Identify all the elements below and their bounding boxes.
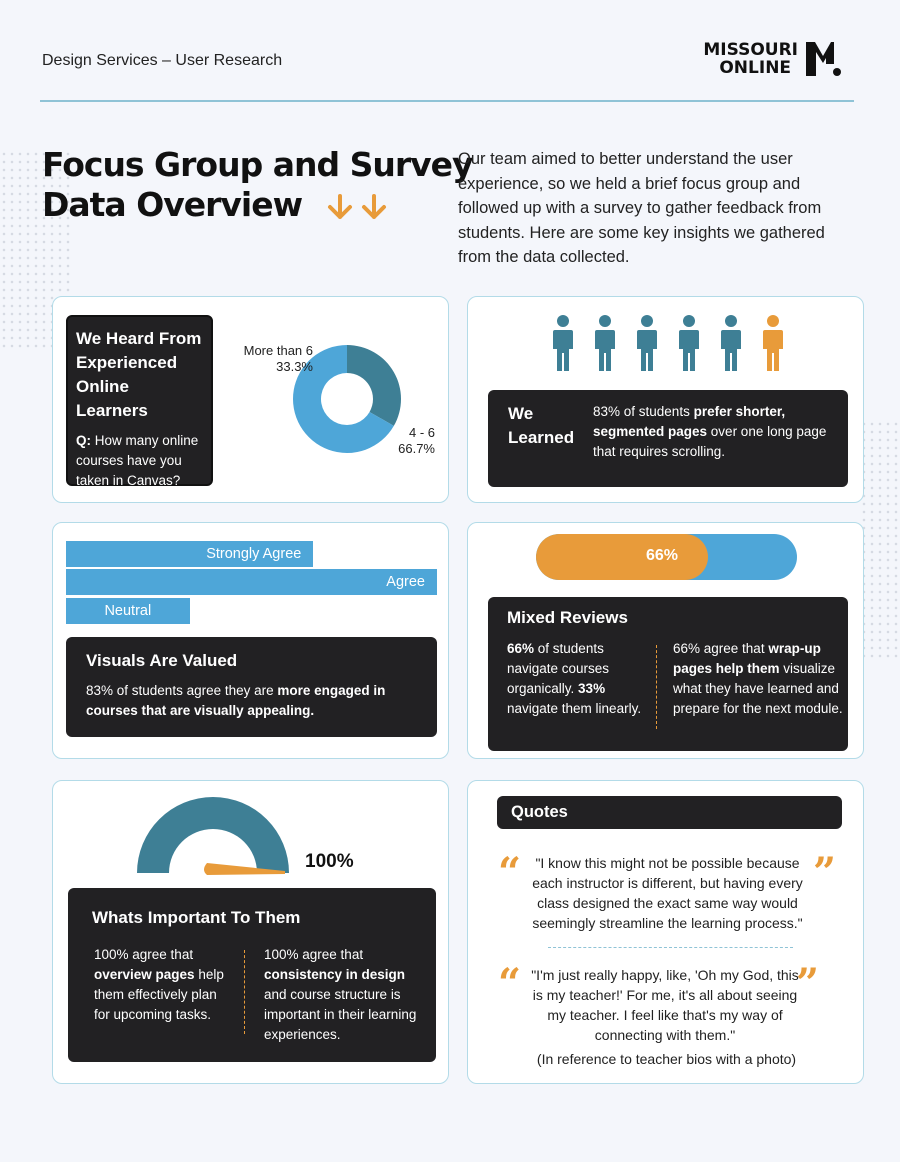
pie-category-4-6: 4 - 6: [408, 425, 435, 440]
visuals-text-b: more engaged in courses that are visuall…: [86, 683, 386, 718]
learned-text-a: 83% of students: [593, 404, 694, 419]
important-panel: Whats Important To Them 100% agree that …: [68, 888, 436, 1062]
intro-paragraph: Our team aimed to better understand the …: [458, 150, 825, 266]
quote-2: "I'm just really happy, like, 'Oh my God…: [531, 967, 799, 1043]
missouri-online-logo: MISSOURI ONLINE: [703, 40, 842, 78]
person-icon: [595, 315, 615, 371]
learned-text: 83% of students prefer shorter, segmente…: [593, 402, 833, 462]
title-line2: Data Overview: [42, 185, 303, 224]
gauge-needle: [204, 863, 285, 875]
question-label: Q:: [76, 433, 91, 448]
learned-text-c: over one long page that requires scrolli…: [593, 424, 827, 459]
open-quote-icon: “: [498, 849, 522, 896]
col1-c: 33%: [578, 681, 606, 696]
dot-pattern-right: [860, 420, 900, 660]
person-icon: [553, 315, 573, 371]
learned-card: We Learned 83% of students prefer shorte…: [467, 296, 864, 503]
mixed-reviews-col1: 66% of students navigate courses organic…: [507, 639, 647, 719]
pie-label-4-6: 4 - 6 66.7%: [379, 425, 435, 457]
col1-d: navigate them linearly.: [507, 701, 642, 716]
imp-col1-b: overview pages: [94, 967, 195, 982]
learners-card: We Heard From Experienced Online Learner…: [52, 296, 449, 503]
imp-col1-c: help them effectively plan for upcoming …: [94, 967, 224, 1022]
pie-value-4-6: 66.7%: [398, 441, 435, 456]
important-card: 100% Whats Important To Them 100% agree …: [52, 780, 449, 1084]
quote-1: "I know this might not be possible becau…: [532, 855, 803, 931]
header-divider: [40, 100, 854, 102]
imp-col2-c: and course structure is important in the…: [264, 987, 417, 1042]
logo-line2: ONLINE: [719, 58, 792, 78]
imp-col2-a: 100% agree that: [264, 947, 364, 962]
important-heading: Whats Important To Them: [92, 908, 301, 927]
mixed-reviews-col2: 66% agree that wrap-up pages help them v…: [673, 639, 848, 719]
column-divider: [656, 645, 657, 729]
learners-panel: We Heard From Experienced Online Learner…: [66, 315, 213, 488]
gauge-arc: [137, 797, 289, 873]
visuals-text: 83% of students agree they are more enga…: [86, 681, 417, 721]
close-quote-icon: ”: [813, 849, 837, 896]
quotes-heading: Quotes: [497, 796, 842, 829]
quote-reference: (In reference to teacher bios with a pho…: [536, 1051, 797, 1067]
courses-donut-chart: [293, 345, 401, 453]
down-arrows-icon: [325, 192, 389, 222]
header-label: Design Services – User Research: [42, 52, 283, 69]
imp-col1-a: 100% agree that: [94, 947, 194, 962]
progress-label: 66%: [645, 547, 679, 564]
learned-text-b: prefer shorter, segmented pages: [593, 404, 786, 439]
m-logo-icon: [806, 42, 841, 76]
quote-divider: [548, 947, 793, 948]
bar-neutral: Neutral: [66, 598, 190, 624]
bar-agree: Agree: [66, 569, 437, 595]
col1-a: 66%: [507, 641, 535, 656]
pie-label-more-than-6: More than 6 33.3%: [229, 343, 313, 375]
visuals-card: Strongly Agree Agree Neutral Visuals Are V…: [52, 522, 449, 759]
progress-fill: [536, 534, 709, 580]
visuals-panel: Visuals Are Valued 83% of students agree…: [66, 637, 437, 737]
page-title: Focus Group and Survey Data Overview: [42, 145, 474, 225]
col2-b: wrap-up pages help them: [673, 641, 821, 676]
gauge-label: 100%: [305, 851, 354, 872]
gauge-chart: [137, 797, 289, 875]
logo-line1: MISSOURI: [703, 40, 798, 60]
progress-bar: 66%: [536, 534, 797, 580]
learned-heading: We Learned: [508, 404, 575, 447]
learned-panel: We Learned 83% of students prefer shorte…: [488, 390, 848, 487]
person-icon: [721, 315, 741, 371]
learners-question: Q: How many online courses have you take…: [76, 431, 203, 491]
donut-slice-more-than-6: [347, 345, 401, 426]
mixed-reviews-panel: Mixed Reviews 66% of students navigate c…: [488, 597, 848, 751]
important-col2: 100% agree that consistency in design an…: [264, 945, 429, 1045]
imp-col2-b: consistency in design: [264, 967, 406, 982]
col2-c: visualize what they have learned and pre…: [673, 661, 843, 716]
title-line1: Focus Group and Survey: [42, 145, 474, 184]
pie-category-more-than-6: More than 6: [243, 343, 313, 358]
column-divider: [244, 950, 245, 1034]
mixed-reviews-card: 66% Mixed Reviews 66% of students naviga…: [467, 522, 864, 759]
question-text: How many online courses have you taken i…: [76, 433, 199, 488]
learners-heading: We Heard From Experienced Online Learner…: [76, 329, 202, 420]
person-icon: [763, 315, 783, 371]
person-icon: [637, 315, 657, 371]
col2-a: 66% agree that: [673, 641, 769, 656]
pie-value-more-than-6: 33.3%: [276, 359, 313, 374]
visuals-text-a: 83% of students agree they are: [86, 683, 278, 698]
col1-b: of students navigate courses organically…: [507, 641, 610, 696]
person-icon: [679, 315, 699, 371]
bar-strongly-agree: Strongly Agree: [66, 541, 314, 567]
close-quote-icon: ”: [796, 960, 820, 1007]
important-col1: 100% agree that overview pages help them…: [94, 945, 234, 1025]
people-icons: [552, 315, 792, 375]
mixed-reviews-heading: Mixed Reviews: [507, 608, 628, 627]
donut-slice-4-6: [293, 345, 394, 453]
open-quote-icon: “: [498, 960, 522, 1007]
visuals-heading: Visuals Are Valued: [86, 651, 238, 670]
quotes-card: Quotes “ ” "I know this might not be pos…: [467, 780, 864, 1084]
